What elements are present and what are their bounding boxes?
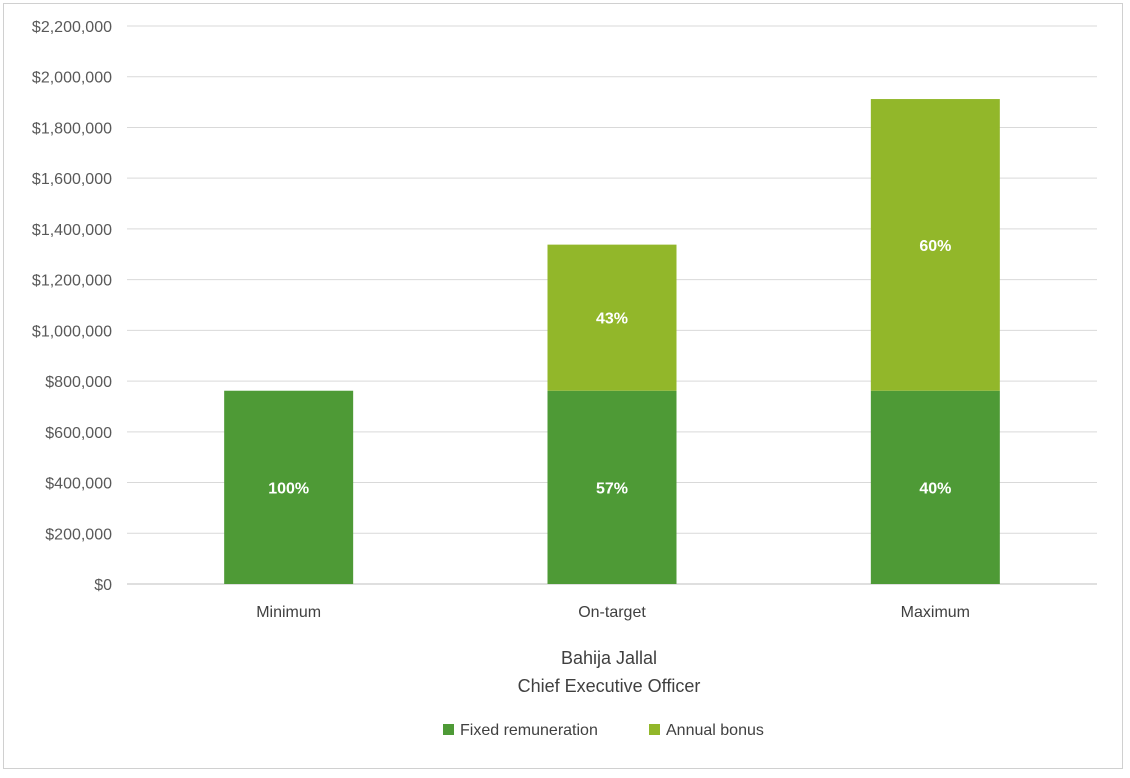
bar-segment: [547, 390, 677, 584]
data-label: 60%: [919, 238, 951, 255]
bar-segment: [547, 244, 677, 391]
data-label: 57%: [596, 480, 628, 497]
bar-segment: [870, 99, 1000, 391]
legend-label: Fixed remuneration: [460, 722, 598, 739]
data-label: 100%: [268, 480, 309, 497]
data-label: 43%: [596, 311, 628, 328]
x-category-label: Maximum: [901, 604, 970, 621]
x-axis-title-line-2: Chief Executive Officer: [518, 676, 701, 696]
y-tick-label: $2,200,000: [32, 19, 112, 36]
bars: [224, 99, 1000, 584]
x-axis-categories: Minimum On-target Maximum: [256, 604, 970, 621]
y-tick-label: $1,200,000: [32, 273, 112, 290]
y-axis-ticks: $0 $200,000 $400,000 $600,000 $800,000 $1,000…: [32, 19, 112, 594]
y-tick-label: $200,000: [45, 526, 112, 543]
legend-label: Annual bonus: [666, 722, 764, 739]
x-category-label: On-target: [578, 604, 646, 621]
legend: Fixed remuneration Annual bonus: [443, 722, 764, 739]
data-labels: 100% 57% 43% 40% 60%: [268, 238, 951, 497]
y-tick-label: $1,000,000: [32, 323, 112, 340]
legend-swatch: [443, 724, 454, 735]
y-tick-label: $1,800,000: [32, 120, 112, 137]
legend-swatch: [649, 724, 660, 735]
bar-segment: [870, 390, 1000, 584]
bar-segment: [224, 390, 354, 584]
y-tick-label: $400,000: [45, 476, 112, 493]
y-tick-label: $1,400,000: [32, 222, 112, 239]
data-label: 40%: [919, 480, 951, 497]
y-tick-label: $2,000,000: [32, 70, 112, 87]
x-axis-title-line-1: Bahija Jallal: [561, 648, 657, 668]
x-category-label: Minimum: [256, 604, 321, 621]
y-tick-label: $600,000: [45, 425, 112, 442]
y-tick-label: $800,000: [45, 374, 112, 391]
y-tick-label: $0: [94, 577, 112, 594]
y-tick-label: $1,600,000: [32, 171, 112, 188]
